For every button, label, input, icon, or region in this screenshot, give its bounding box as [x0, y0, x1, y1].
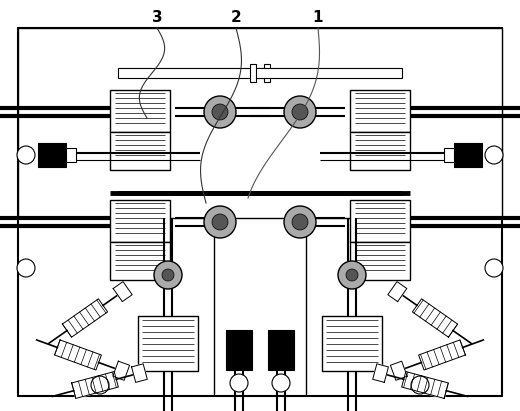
Bar: [18, 28, 502, 218]
Polygon shape: [373, 364, 388, 382]
Bar: [110, 90, 170, 132]
Bar: [226, 330, 252, 370]
Circle shape: [284, 96, 316, 128]
Circle shape: [485, 259, 503, 277]
Circle shape: [212, 104, 228, 120]
Bar: [18, 28, 502, 396]
Circle shape: [411, 376, 429, 394]
Circle shape: [292, 214, 308, 230]
Circle shape: [346, 269, 358, 281]
Bar: [350, 242, 410, 280]
Bar: [350, 200, 410, 242]
Polygon shape: [55, 340, 101, 370]
Bar: [110, 242, 170, 280]
Polygon shape: [132, 364, 147, 382]
Text: 3: 3: [152, 11, 162, 25]
Polygon shape: [62, 299, 108, 337]
Bar: [66, 148, 76, 162]
Bar: [110, 132, 170, 170]
Text: 2: 2: [231, 11, 241, 25]
Bar: [444, 148, 454, 162]
Bar: [110, 200, 170, 242]
Text: 1: 1: [313, 11, 323, 25]
Polygon shape: [391, 361, 407, 380]
Polygon shape: [401, 372, 448, 398]
Bar: [322, 316, 382, 371]
Bar: [118, 68, 266, 78]
Circle shape: [272, 374, 290, 392]
Circle shape: [17, 259, 35, 277]
Bar: [350, 132, 410, 170]
Polygon shape: [388, 282, 407, 302]
Polygon shape: [412, 299, 458, 337]
Bar: [264, 64, 270, 82]
Circle shape: [204, 96, 236, 128]
Circle shape: [154, 261, 182, 289]
Bar: [268, 330, 294, 370]
Polygon shape: [113, 361, 129, 380]
Polygon shape: [419, 340, 465, 370]
Circle shape: [292, 104, 308, 120]
Circle shape: [284, 206, 316, 238]
Circle shape: [162, 269, 174, 281]
Bar: [250, 64, 256, 82]
Circle shape: [17, 146, 35, 164]
Bar: [454, 143, 482, 167]
Polygon shape: [113, 282, 132, 302]
Bar: [138, 316, 198, 371]
Polygon shape: [72, 372, 119, 398]
Bar: [38, 143, 66, 167]
Bar: [254, 68, 402, 78]
Circle shape: [212, 214, 228, 230]
Circle shape: [338, 261, 366, 289]
Circle shape: [485, 146, 503, 164]
Circle shape: [204, 206, 236, 238]
Circle shape: [91, 376, 109, 394]
Circle shape: [230, 374, 248, 392]
Bar: [350, 90, 410, 132]
